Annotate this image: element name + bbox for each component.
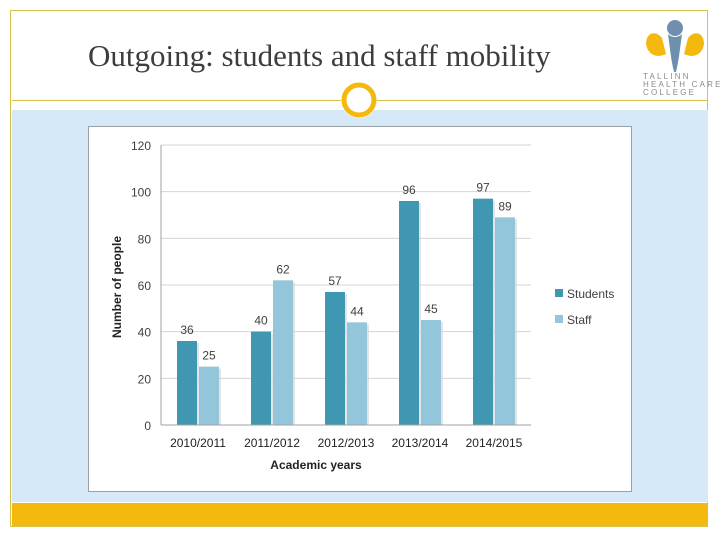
bar-staff: [273, 280, 293, 425]
data-label: 40: [254, 314, 268, 328]
logo-figure: [668, 34, 682, 72]
y-tick-label: 100: [131, 186, 151, 200]
logo-text-line1: TALLINN: [643, 72, 691, 81]
legend-label-students: Students: [567, 287, 614, 301]
y-tick-label: 80: [138, 232, 152, 246]
logo-left-wing: [646, 33, 666, 56]
x-tick-label: 2014/2015: [466, 436, 523, 450]
bar-shadow: [345, 294, 347, 425]
bar-shadow: [493, 200, 495, 425]
x-tick-label: 2010/2011: [170, 436, 226, 450]
bar-shadow: [367, 324, 369, 425]
legend-swatch-students: [555, 289, 563, 297]
bar-shadow: [219, 368, 221, 425]
logo-head: [667, 20, 683, 36]
bar-staff: [199, 366, 219, 425]
bar-shadow: [197, 343, 199, 425]
divider-ring-ornament: [341, 82, 377, 118]
bar-staff: [495, 217, 515, 425]
data-label: 89: [498, 199, 512, 213]
logo-right-wing: [684, 33, 704, 56]
x-tick-label: 2013/2014: [392, 436, 449, 450]
college-logo: [646, 20, 704, 72]
y-tick-label: 0: [144, 419, 151, 433]
y-tick-label: 60: [138, 279, 152, 293]
logo-text-line2: HEALTH CARE: [643, 80, 720, 89]
chart-panel: 0 20 40 60 80 100 120 36 25 2010/2011 40 62 2011/201…: [88, 126, 632, 492]
x-tick-label: 2012/2013: [318, 436, 375, 450]
legend-swatch-staff: [555, 315, 563, 323]
x-axis-title: Academic years: [270, 458, 362, 472]
bar-students: [177, 341, 197, 425]
y-tick-label: 40: [138, 326, 152, 340]
y-tick-label: 20: [138, 372, 152, 386]
data-label: 44: [350, 304, 364, 318]
bar-shadow: [515, 219, 517, 425]
data-label: 25: [202, 349, 216, 363]
bar-students: [325, 292, 345, 425]
bar-chart: 0 20 40 60 80 100 120 36 25 2010/2011 40 62 2011/201…: [110, 139, 614, 472]
data-label: 62: [276, 262, 290, 276]
bar-shadow: [441, 322, 443, 425]
y-tick-label: 120: [131, 139, 151, 153]
x-tick-label: 2011/2012: [244, 436, 300, 450]
bar-shadow: [271, 333, 273, 425]
bar-students: [251, 331, 271, 425]
data-label: 57: [328, 274, 342, 288]
data-label: 45: [424, 302, 438, 316]
legend-label-staff: Staff: [567, 313, 592, 327]
bottom-accent-bar: [12, 503, 708, 526]
data-label: 97: [476, 181, 490, 195]
data-label: 36: [180, 323, 194, 337]
y-axis-title: Number of people: [110, 236, 124, 338]
slide-title: Outgoing: students and staff mobility: [88, 38, 551, 73]
bar-staff: [347, 322, 367, 425]
data-label: 96: [402, 183, 416, 197]
bar-staff: [421, 320, 441, 425]
bar-shadow: [419, 203, 421, 425]
bar-students: [399, 201, 419, 425]
logo-text-line3: COLLEGE: [643, 88, 697, 97]
bar-shadow: [293, 282, 295, 425]
bar-students: [473, 198, 493, 425]
